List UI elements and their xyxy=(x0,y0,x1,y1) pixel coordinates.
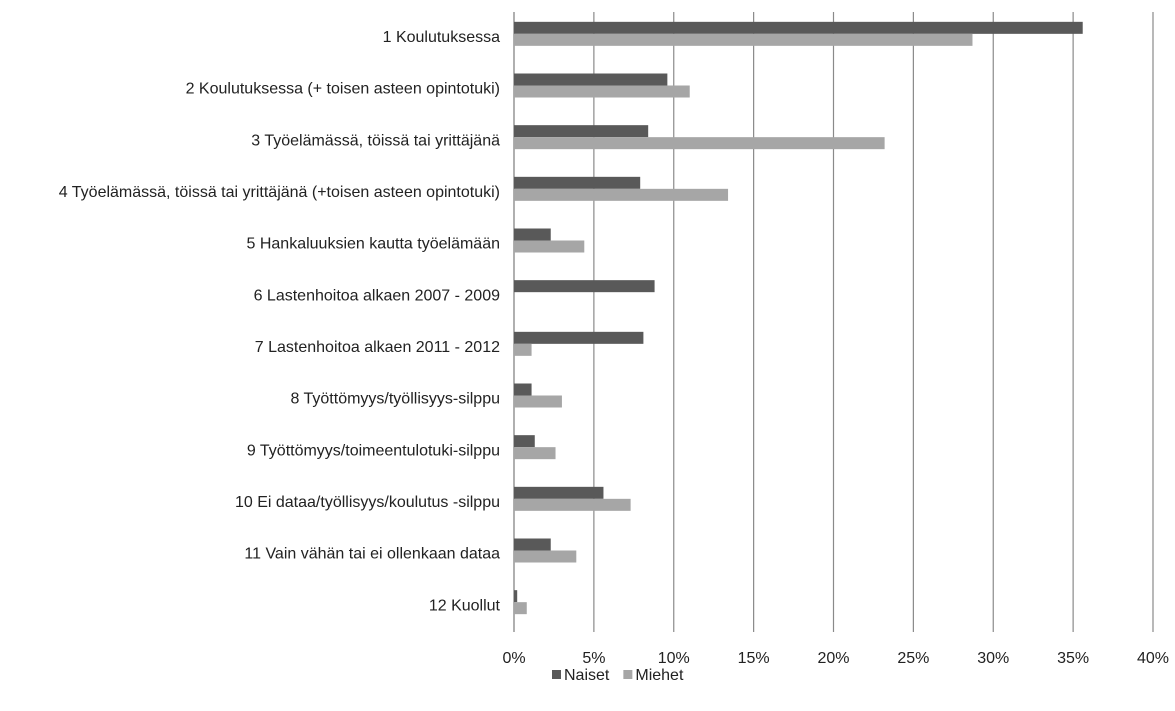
x-tick-label: 25% xyxy=(897,650,929,667)
bar xyxy=(514,486,604,499)
bar xyxy=(514,395,562,408)
legend-swatch xyxy=(552,670,561,679)
y-tick-label: 8 Työttömyys/työllisyys-silppu xyxy=(290,391,500,408)
bar xyxy=(514,228,551,241)
x-tick-label: 30% xyxy=(977,650,1009,667)
bar xyxy=(514,383,532,396)
y-tick-label: 12 Kuollut xyxy=(429,597,501,614)
bar xyxy=(514,125,649,138)
x-tick-label: 10% xyxy=(658,650,690,667)
bar xyxy=(514,176,641,189)
bar xyxy=(514,550,577,563)
bar xyxy=(514,137,885,150)
y-tick-label: 5 Hankaluuksien kautta työelämään xyxy=(247,236,501,253)
bar xyxy=(514,590,518,603)
y-tick-label: 11 Vain vähän tai ei ollenkaan dataa xyxy=(244,546,500,563)
y-tick-label: 1 Koulutuksessa xyxy=(383,29,501,46)
bar xyxy=(514,538,551,551)
bar xyxy=(514,343,532,356)
bar xyxy=(514,240,585,253)
legend-label: Naiset xyxy=(564,667,610,684)
bar xyxy=(514,498,631,511)
bar xyxy=(514,73,668,86)
bar xyxy=(514,280,655,293)
bar xyxy=(514,602,527,615)
y-tick-label: 10 Ei dataa/työllisyys/koulutus -silppu xyxy=(235,494,500,511)
bar xyxy=(514,188,729,201)
bar xyxy=(514,21,1083,34)
y-tick-label: 7 Lastenhoitoa alkaen 2011 - 2012 xyxy=(255,339,500,356)
x-tick-label: 5% xyxy=(582,650,605,667)
y-tick-label: 6 Lastenhoitoa alkaen 2007 - 2009 xyxy=(254,287,501,304)
legend-swatch xyxy=(623,670,633,679)
x-tick-label: 15% xyxy=(738,650,770,667)
bar xyxy=(514,447,556,460)
y-tick-label: 2 Koulutuksessa (+ toisen asteen opintot… xyxy=(186,81,500,98)
y-tick-label: 9 Työttömyys/toimeentulotuki-silppu xyxy=(247,442,500,459)
x-tick-label: 0% xyxy=(502,650,525,667)
bar xyxy=(514,435,535,448)
bar xyxy=(514,85,690,98)
bar xyxy=(514,331,644,344)
legend-label: Miehet xyxy=(635,667,684,684)
x-tick-label: 35% xyxy=(1057,650,1089,667)
y-tick-label: 3 Työelämässä, töissä tai yrittäjänä xyxy=(251,132,500,149)
x-tick-label: 40% xyxy=(1137,650,1169,667)
y-tick-label: 4 Työelämässä, töissä tai yrittäjänä (+t… xyxy=(59,184,500,201)
bar xyxy=(514,33,973,46)
x-tick-label: 20% xyxy=(817,650,849,667)
